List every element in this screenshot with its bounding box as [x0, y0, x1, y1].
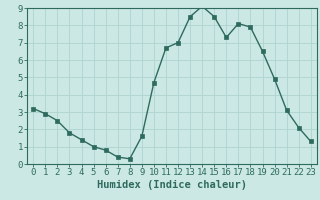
X-axis label: Humidex (Indice chaleur): Humidex (Indice chaleur): [97, 180, 247, 190]
